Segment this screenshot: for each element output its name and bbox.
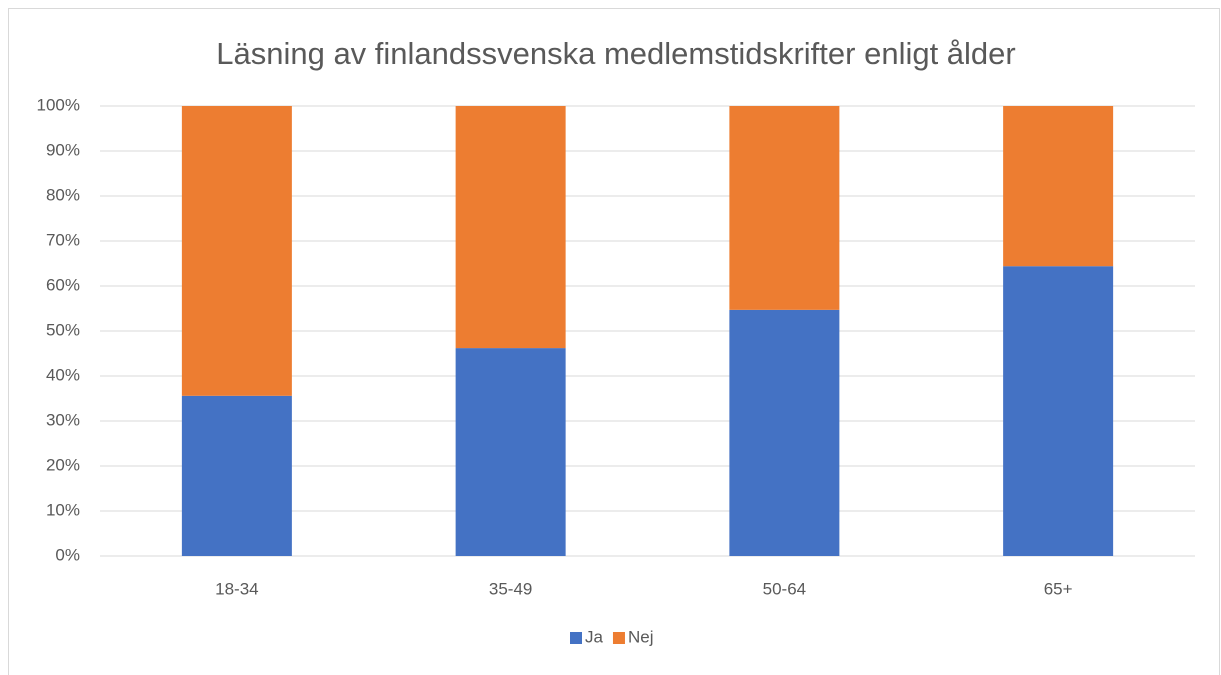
x-tick-label: 65+ — [1044, 579, 1073, 598]
y-tick-label: 50% — [46, 320, 80, 339]
legend-swatch — [612, 632, 625, 644]
bar-segment — [729, 309, 840, 556]
bar-segment — [455, 348, 566, 556]
bar-segment — [729, 106, 840, 310]
x-tick-label: 18-34 — [215, 579, 258, 598]
y-tick-label: 80% — [46, 185, 80, 204]
bar-segment — [181, 106, 292, 396]
y-tick-label: 30% — [46, 410, 80, 429]
bar-segment — [455, 106, 566, 349]
y-tick-label: 10% — [46, 500, 80, 519]
y-tick-label: 60% — [46, 275, 80, 294]
legend-label: Nej — [628, 627, 654, 646]
legend-label: Ja — [585, 627, 604, 646]
y-tick-label: 100% — [37, 95, 80, 114]
y-tick-label: 90% — [46, 140, 80, 159]
legend-swatch — [570, 632, 582, 644]
bar-segment — [181, 395, 292, 556]
x-tick-label: 50-64 — [763, 579, 806, 598]
bar-segment — [1003, 106, 1114, 267]
bar-segment — [1003, 266, 1114, 556]
y-tick-label: 0% — [55, 545, 80, 564]
y-tick-label: 20% — [46, 455, 80, 474]
y-tick-label: 40% — [46, 365, 80, 384]
x-tick-label: 35-49 — [489, 579, 532, 598]
y-tick-label: 70% — [46, 230, 80, 249]
chart-title: Läsning av finlandssvenska medlemstidskr… — [216, 36, 1016, 71]
